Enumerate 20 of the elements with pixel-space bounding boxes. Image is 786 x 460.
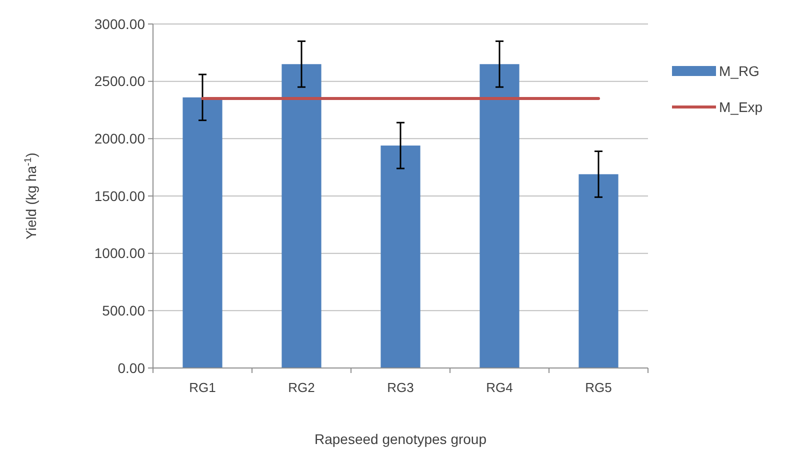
x-axis-title: Rapeseed genotypes group (314, 431, 487, 447)
x-tick-label: RG3 (387, 380, 414, 395)
legend-label: M_Exp (719, 98, 763, 115)
x-tick-label: RG1 (189, 380, 216, 395)
x-tick-label: RG4 (486, 380, 513, 395)
bar (182, 97, 222, 368)
bar (578, 174, 618, 368)
y-tick-label: 2500.00 (94, 73, 146, 90)
y-tick-label: 2000.00 (94, 130, 146, 147)
y-tick-label: 3000.00 (94, 16, 146, 32)
y-tick-label: 500.00 (102, 302, 146, 319)
bar (282, 64, 322, 368)
bar (480, 64, 520, 368)
y-tick-label: 1500.00 (94, 188, 146, 204)
legend-label: M_RG (719, 62, 760, 79)
y-tick-label: 0.00 (118, 360, 146, 376)
y-tick-label: 1000.00 (94, 245, 146, 262)
x-tick-label: RG5 (585, 380, 612, 395)
bar (380, 146, 420, 368)
x-tick-label: RG2 (288, 380, 315, 395)
